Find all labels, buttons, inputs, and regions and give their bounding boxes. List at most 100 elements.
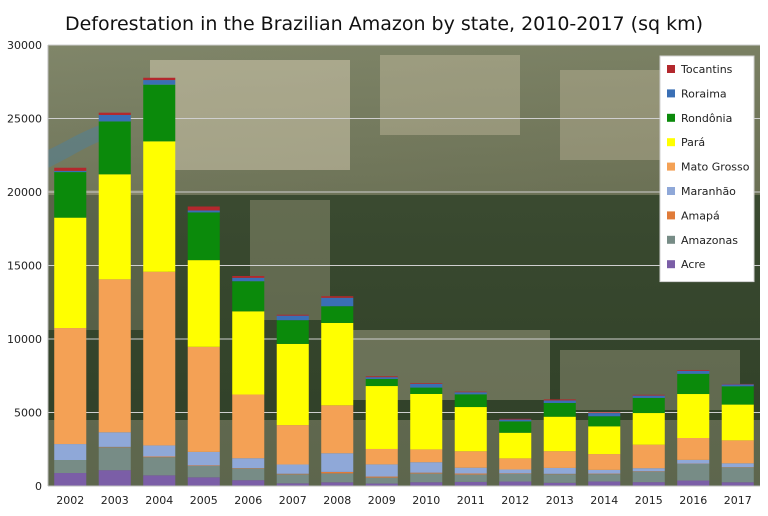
bar-segment xyxy=(321,405,353,453)
legend-swatch xyxy=(667,163,675,171)
legend-label: Pará xyxy=(681,136,705,149)
bar-segment xyxy=(277,474,309,483)
legend-label: Acre xyxy=(681,258,706,271)
bar-segment xyxy=(588,474,620,481)
bar-segment xyxy=(321,298,353,306)
bar-segment xyxy=(455,474,487,475)
bar-segment xyxy=(455,451,487,467)
x-tick-label: 2005 xyxy=(190,494,218,507)
bar-segment xyxy=(366,386,398,449)
bar-segment xyxy=(143,141,175,271)
bar-segment xyxy=(232,281,264,311)
bar-segment xyxy=(277,316,309,321)
x-tick-label: 2006 xyxy=(234,494,262,507)
x-tick-label: 2003 xyxy=(101,494,129,507)
bar-segment xyxy=(677,438,709,460)
bar-segment xyxy=(633,395,665,396)
x-tick-label: 2013 xyxy=(546,494,574,507)
bar-segment xyxy=(54,218,86,328)
x-tick-label: 2014 xyxy=(590,494,618,507)
legend-swatch xyxy=(667,236,675,244)
bar-segment xyxy=(544,474,576,483)
bar-segment xyxy=(410,473,442,482)
bar-segment xyxy=(544,403,576,417)
bar-segment xyxy=(188,452,220,466)
bar-segment xyxy=(277,344,309,425)
bar-segment xyxy=(188,210,220,212)
bar-segment xyxy=(321,453,353,472)
bar-segment xyxy=(588,416,620,426)
bar-segment xyxy=(677,374,709,394)
bar-segment xyxy=(633,445,665,469)
bar-segment xyxy=(99,121,131,174)
bar-segment xyxy=(588,470,620,474)
x-tick-label: 2004 xyxy=(145,494,173,507)
bar-segment xyxy=(410,384,442,388)
legend-label: Rondônia xyxy=(681,112,732,125)
bar-segment xyxy=(722,384,754,386)
bar-segment xyxy=(99,113,131,115)
bar-segment xyxy=(143,457,175,475)
bar-segment xyxy=(99,470,131,486)
legend-label: Amazonas xyxy=(681,234,738,247)
y-tick-label: 0 xyxy=(35,480,42,493)
bar-segment xyxy=(321,472,353,473)
bar-segment xyxy=(544,451,576,468)
bar-segment xyxy=(188,477,220,486)
bar-segment xyxy=(633,468,665,471)
bar-segment xyxy=(143,475,175,486)
x-tick-label: 2010 xyxy=(412,494,440,507)
bar-segment xyxy=(321,296,353,298)
bar-segment xyxy=(410,482,442,486)
bar-segment xyxy=(544,399,576,400)
bar-segment xyxy=(232,278,264,281)
bar-segment xyxy=(410,473,442,474)
bar-segment xyxy=(499,458,531,469)
x-tick-label: 2015 xyxy=(635,494,663,507)
bar-segment xyxy=(677,464,709,481)
bar-segment xyxy=(321,306,353,323)
bar-segment xyxy=(54,172,86,218)
legend-label: Amapá xyxy=(681,209,720,222)
bar-segment xyxy=(588,412,620,413)
bar-segment xyxy=(677,371,709,374)
bar-segment xyxy=(499,421,531,432)
bar-segment xyxy=(188,206,220,210)
bar-segment xyxy=(499,420,531,422)
bar-segment xyxy=(366,449,398,464)
legend-label: Roraima xyxy=(681,87,727,100)
bar-segment xyxy=(633,482,665,486)
bar-segment xyxy=(99,279,131,432)
bar-segment xyxy=(277,425,309,464)
bar-segment xyxy=(366,376,398,377)
bar-segment xyxy=(677,460,709,464)
bar-segment xyxy=(143,272,175,446)
legend-swatch xyxy=(667,187,675,195)
chart-title: Deforestation in the Brazilian Amazon by… xyxy=(65,13,703,35)
bar-segment xyxy=(232,458,264,468)
bar-segment xyxy=(455,392,487,393)
bar-segment xyxy=(277,464,309,473)
bar-segment xyxy=(722,482,754,486)
bar-segment xyxy=(321,473,353,482)
bar-segment xyxy=(633,413,665,445)
bar-segment xyxy=(588,454,620,470)
bar-segment xyxy=(499,469,531,473)
bar-segment xyxy=(410,383,442,384)
bar-segment xyxy=(277,474,309,475)
bar-segment xyxy=(677,370,709,371)
bar-segment xyxy=(455,482,487,486)
bar-segment xyxy=(455,407,487,451)
bar-segment xyxy=(277,320,309,344)
x-tick-label: 2002 xyxy=(56,494,84,507)
bar-segment xyxy=(277,315,309,316)
legend-label: Maranhão xyxy=(681,185,736,198)
bar-segment xyxy=(633,396,665,398)
bar-segment xyxy=(54,473,86,486)
bar-segment xyxy=(410,394,442,449)
bar-segment xyxy=(232,469,264,481)
bar-segment xyxy=(410,449,442,462)
bar-segment xyxy=(366,377,398,379)
